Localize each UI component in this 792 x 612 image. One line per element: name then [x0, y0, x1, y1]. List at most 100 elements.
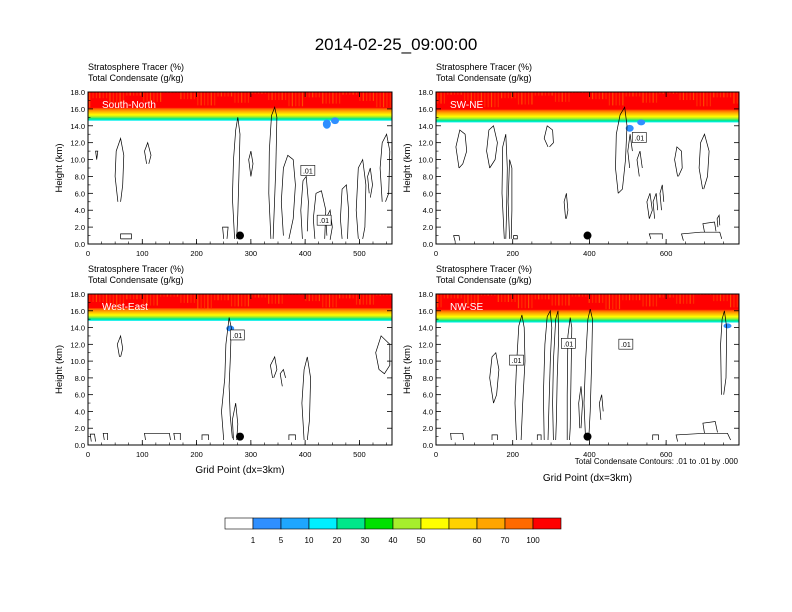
tracer-field [88, 294, 392, 332]
y-tick-label: 6.0 [423, 391, 433, 400]
y-tick-label: 10.0 [418, 357, 433, 366]
colorbar-label: 1 [251, 536, 256, 545]
x-tick-label: 400 [583, 249, 596, 258]
colorbar-swatch [280, 517, 310, 530]
y-tick-label: 6.0 [75, 391, 85, 400]
contour-line [543, 125, 554, 148]
y-tick-label: 16.0 [70, 307, 85, 316]
contour-label: .01 [316, 214, 332, 226]
x-axis-label: Grid Point (dx=3km) [195, 465, 284, 476]
contour-line [367, 167, 373, 198]
x-tick-label: 0 [86, 450, 90, 459]
contour-line [95, 150, 99, 160]
contour-line [114, 137, 125, 202]
y-tick-label: 10.0 [70, 357, 85, 366]
contour-line [288, 434, 296, 440]
contour-label-text: .01 [563, 341, 573, 348]
contour-label: .01 [561, 338, 576, 349]
tracer-field [436, 294, 739, 329]
contour-line [536, 434, 542, 440]
contour-line [627, 134, 633, 169]
condensate-contours [95, 105, 391, 240]
y-tick-label: 16.0 [418, 307, 433, 316]
y-tick-label: 16.0 [70, 105, 85, 114]
tracer-spot [322, 119, 331, 129]
x-tick-label: 600 [660, 450, 673, 459]
contour-line [221, 317, 233, 441]
contour-line [501, 134, 508, 239]
x-tick-label: 200 [506, 249, 519, 258]
y-tick-label: 12.0 [70, 340, 85, 349]
subtitle-condensate: Total Condensate (g/kg) [88, 73, 184, 83]
colorbar-swatch [448, 517, 478, 530]
contour-line [552, 310, 560, 441]
contour-line [681, 231, 723, 241]
contour-line [507, 159, 513, 239]
panel-nw-se: .01 .01 .01 0.0 2.0 4.0 6.0 8.0 10.0 12.0 14.0 16.0… [402, 264, 740, 484]
y-tick-label: 14.0 [418, 122, 433, 131]
x-tick-label: 400 [299, 450, 312, 459]
y-tick-label: 0.0 [75, 240, 85, 249]
y-axis-label: Height (km) [402, 143, 413, 192]
x-tick-label: 0 [434, 450, 438, 459]
contour-line [636, 150, 643, 177]
colorbar-label: 20 [333, 536, 342, 545]
x-tick-label: 400 [299, 249, 312, 258]
y-tick-label: 0.0 [75, 441, 85, 450]
y-tick-label: 4.0 [423, 407, 433, 416]
y-tick-label: 8.0 [423, 172, 433, 181]
contour-line [720, 310, 728, 395]
panel-sw-ne: .01 0.0 2.0 4.0 6.0 8.0 10.0 12.0 14.0 16.0 18.0 0 2… [402, 62, 740, 258]
y-tick-label: 2.0 [75, 424, 85, 433]
contour-line [578, 386, 583, 429]
contour-line [453, 235, 461, 242]
contour-line [615, 106, 628, 194]
contour-line [300, 175, 309, 239]
contour-line [116, 334, 124, 357]
contour-line [566, 317, 573, 441]
contour-label: .01 [229, 329, 245, 341]
contour-line [450, 432, 464, 441]
figure-title: 2014-02-25_09:00:00 [315, 35, 478, 54]
y-tick-label: 12.0 [418, 340, 433, 349]
contour-label-text: .01 [303, 168, 313, 175]
panels: .01 .01 0.0 2.0 4.0 6.0 8.0 10.0 12.0 14.0 16.0 18.… [54, 62, 740, 484]
y-tick-label: 4.0 [75, 407, 85, 416]
tracer-spot [637, 119, 646, 126]
x-tick-label: 200 [190, 450, 203, 459]
contour-line [280, 154, 296, 239]
contour-label-box [229, 329, 245, 341]
y-tick-label: 4.0 [423, 206, 433, 215]
contour-label-text: .01 [512, 358, 522, 365]
contour-label: .01 [300, 165, 316, 176]
y-tick-label: 2.0 [423, 223, 433, 232]
contour-line [340, 184, 349, 239]
subtitle-tracer: Stratosphere Tracer (%) [88, 62, 184, 72]
contour-line [491, 434, 498, 440]
colorbar-swatch [420, 517, 450, 530]
y-tick-label: 18.0 [70, 88, 85, 97]
contour-label-box [316, 214, 332, 226]
tracer-field [88, 92, 392, 129]
colorbar-label: 40 [389, 536, 398, 545]
x-tick-label: 500 [353, 450, 366, 459]
y-tick-label: 2.0 [75, 223, 85, 232]
colorbar-swatch [308, 517, 338, 530]
tracer-transition [88, 307, 392, 321]
colorbar-swatch [252, 517, 282, 530]
y-tick-label: 10.0 [70, 156, 85, 165]
panel-label: South-North [102, 100, 156, 111]
panel-west-east: .01 0.0 2.0 4.0 6.0 8.0 10.0 12.0 14.0 16.0 18.0 0 1… [54, 264, 393, 476]
contour-line [513, 235, 518, 240]
condensate-contours [453, 106, 723, 242]
tracer-spot [331, 117, 339, 125]
x-tick-label: 400 [583, 450, 596, 459]
colorbar-label: 100 [526, 536, 540, 545]
contour-line [674, 146, 683, 177]
colorbar-swatch [224, 517, 254, 530]
contour-line [301, 356, 311, 441]
contour-label: .01 [509, 354, 524, 366]
x-tick-label: 0 [86, 249, 90, 258]
contour-line [702, 421, 718, 434]
x-tick-label: 600 [660, 249, 673, 258]
